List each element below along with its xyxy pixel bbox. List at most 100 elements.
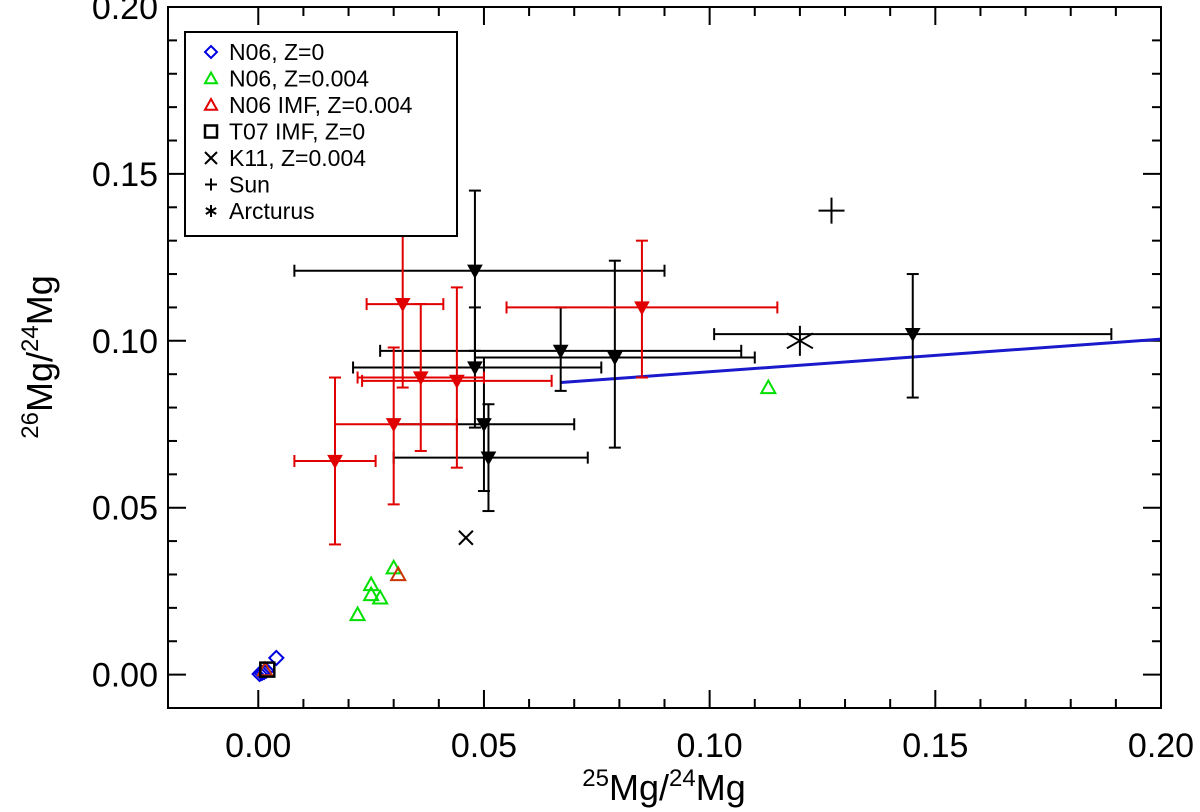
point-cross-stroke — [458, 530, 474, 546]
errorbar-red — [356, 303, 485, 452]
errorbar-red — [361, 286, 553, 469]
x-axis-label-base2: Mg — [696, 767, 746, 808]
legend-label: N06, Z=0 — [229, 39, 324, 65]
errorbar-black-marker — [480, 451, 497, 466]
axis-ticks — [168, 6, 1162, 709]
errorbar-black-marker — [904, 328, 921, 343]
x-tick-label: 0.00 — [225, 727, 291, 765]
point-plus — [818, 197, 845, 224]
legend-label: N06, Z=0.004 — [229, 66, 369, 92]
point-diamond — [267, 649, 285, 667]
legend-marker-plus — [205, 178, 217, 191]
errorbar-black-marker-shape — [467, 264, 483, 279]
y-tick-label: 0.05 — [92, 490, 158, 528]
point-asterisk — [786, 325, 814, 356]
errorbar-red — [365, 219, 445, 389]
point-triangle-shape — [371, 588, 389, 605]
point-square-shape — [259, 661, 276, 678]
point-triangle — [384, 558, 403, 575]
errorbar-red-marker-shape — [412, 371, 429, 386]
errorbar-black-marker — [552, 344, 569, 359]
legend-marker-triangle-shape — [203, 96, 219, 111]
legend-marker-triangle-shape — [203, 70, 219, 85]
errorbar-black-marker — [467, 264, 483, 279]
y-tick-label: 0.10 — [92, 323, 158, 361]
errorbar-red-marker-shape — [394, 297, 411, 313]
errorbar-black-marker — [476, 418, 492, 433]
legend-marker-square-shape — [203, 124, 219, 139]
errorbar-red-marker — [634, 301, 650, 316]
point-triangle — [759, 378, 778, 395]
point-triangle-shape — [362, 585, 380, 602]
errorbar-red-marker-shape — [634, 301, 650, 316]
point-square — [259, 661, 276, 678]
errorbar-red-marker — [449, 374, 465, 389]
x-axis-label-sup: 25 — [582, 765, 609, 792]
errorbar-black — [473, 259, 756, 449]
legend-marker-triangle — [203, 96, 219, 111]
legend-marker-asterisk — [205, 205, 217, 217]
errorbar-red-marker — [385, 418, 402, 433]
point-triangle-shape — [362, 575, 380, 592]
errorbar-black-marker-shape — [476, 418, 492, 433]
axis-tick-labels: 0.00 0.05 0.10 0.15 0.20 0.00 0.05 0.10 0.15 0.20 — [92, 0, 1194, 765]
errorbar-red-marker — [327, 454, 343, 470]
x-tick-label: 0.15 — [902, 727, 968, 765]
point-triangle-shape — [759, 378, 778, 395]
point-asterisk-stroke — [786, 332, 814, 350]
errorbar-red — [505, 239, 779, 379]
errorbar-black-marker-shape — [480, 451, 497, 466]
errorbar-black — [713, 273, 1113, 399]
legend-marker-asterisk-stroke — [205, 207, 217, 215]
x-axis-label-sup2: 24 — [669, 765, 696, 792]
y-axis-label-base2: Mg — [19, 275, 60, 325]
point-triangle — [362, 585, 380, 602]
x-axis-label: 25Mg/24Mg — [582, 765, 745, 808]
errorbar-red — [293, 376, 377, 546]
point-triangle — [389, 565, 407, 582]
legend-box — [184, 31, 458, 237]
errorbar-red-marker-shape — [327, 454, 343, 470]
y-axis-label-base: Mg/ — [19, 352, 60, 412]
x-axis-label-base: Mg/ — [609, 767, 669, 808]
x-tick-label: 0.05 — [451, 727, 517, 765]
plot-frame — [167, 6, 1162, 709]
point-triangle-shape — [389, 565, 407, 582]
legend-label: Arcturus — [229, 198, 315, 224]
y-axis-label-sup: 26 — [17, 412, 44, 439]
point-triangle-shape — [348, 605, 367, 622]
y-tick-label: 0.00 — [92, 657, 158, 695]
y-axis-label: 26Mg/24Mg — [17, 275, 60, 438]
errorbar-black-marker-shape — [904, 328, 921, 343]
legend-marker-square — [203, 124, 219, 139]
point-triangle — [362, 575, 380, 592]
x-tick-label: 0.10 — [677, 727, 743, 765]
plot-area — [251, 189, 1162, 683]
point-triangle — [348, 605, 367, 622]
errorbar-red-marker — [394, 297, 411, 313]
legend-marker-triangle — [203, 70, 219, 85]
point-triangle-shape — [384, 558, 403, 575]
legend-label: T07 IMF, Z=0 — [229, 119, 365, 145]
errorbar-red-marker-shape — [385, 418, 402, 433]
trend-line — [560, 337, 1162, 385]
errorbar-red-marker-shape — [449, 374, 465, 389]
point-triangle — [371, 588, 389, 605]
point-cross — [458, 530, 474, 546]
errorbar-red-marker — [412, 371, 429, 386]
y-tick-label: 0.20 — [92, 0, 158, 27]
y-axis-label-sup2: 24 — [17, 325, 44, 352]
legend-label: Sun — [229, 172, 270, 198]
legend-marker-cross-stroke — [204, 151, 218, 165]
legend-label: N06 IMF, Z=0.004 — [229, 92, 413, 118]
y-tick-label: 0.15 — [92, 156, 158, 194]
x-tick-label: 0.20 — [1128, 727, 1194, 765]
errorbar-black-marker-shape — [552, 344, 569, 359]
legend-marker-diamond — [203, 44, 219, 60]
errorbar-black-marker — [607, 351, 623, 366]
errorbar-red — [334, 346, 458, 506]
legend-label: K11, Z=0.004 — [229, 145, 366, 171]
